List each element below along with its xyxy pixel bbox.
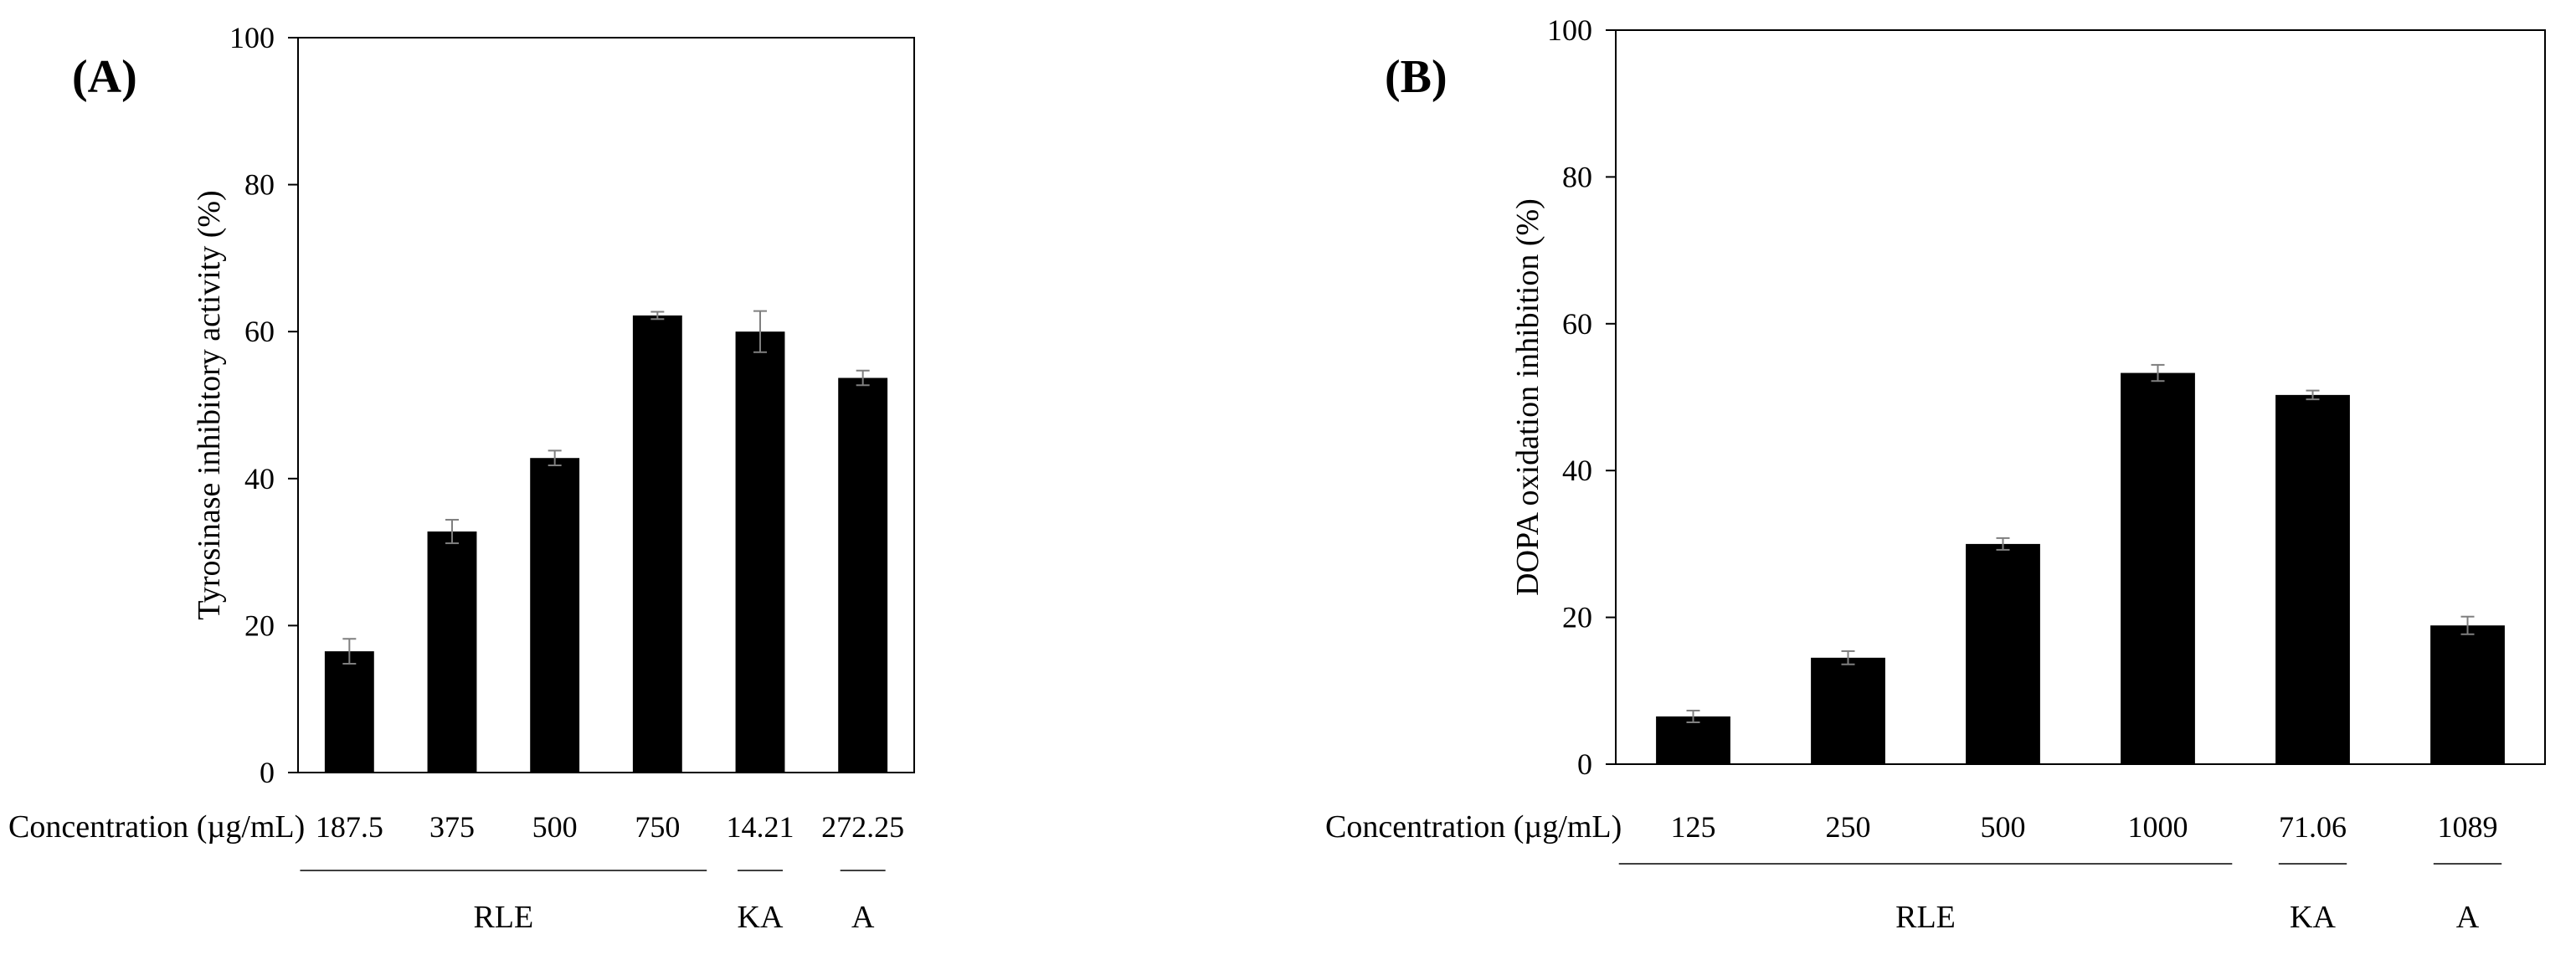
panel-b-x-axis-label: Concentration (µg/mL) xyxy=(1325,809,1622,845)
group-label: KA xyxy=(738,900,784,935)
bar xyxy=(632,315,682,773)
error-bar xyxy=(1841,650,1855,665)
bar xyxy=(735,331,785,773)
category-label: 1089 xyxy=(2438,810,2498,844)
bar xyxy=(1966,543,2040,764)
bar xyxy=(1811,657,1885,764)
bar xyxy=(427,531,477,773)
y-tick-label: 40 xyxy=(1562,454,1592,487)
bar xyxy=(324,651,374,773)
bar xyxy=(1656,716,1730,764)
category-label: 250 xyxy=(1826,810,1871,844)
category-label: 750 xyxy=(635,810,680,844)
error-bar xyxy=(856,369,870,387)
bar xyxy=(2430,625,2505,764)
error-bar xyxy=(1996,537,2010,551)
category-label: 187.5 xyxy=(316,810,383,844)
panel-a-y-axis-label: Tyrosinase inhibitory activity (%) xyxy=(192,190,227,619)
bar xyxy=(2121,372,2195,764)
category-label: 1000 xyxy=(2128,810,2188,844)
error-bar xyxy=(1686,709,1700,724)
error-bar xyxy=(2306,389,2320,401)
y-tick-label: 80 xyxy=(244,168,275,202)
y-tick-label: 60 xyxy=(244,315,275,348)
panel-b-y-axis: 0 20 40 60 80 100 xyxy=(1547,13,1616,781)
panel-a-bars xyxy=(324,310,888,773)
error-bar xyxy=(650,311,665,321)
panel-a-plot-frame xyxy=(297,37,915,773)
category-label: 14.21 xyxy=(727,810,794,844)
y-tick-label: 20 xyxy=(1562,601,1592,634)
error-bar xyxy=(342,638,357,665)
error-bar xyxy=(753,310,767,353)
y-tick-label: 80 xyxy=(1562,160,1592,193)
panel-a-y-axis: 0 20 40 60 80 100 xyxy=(229,21,298,789)
category-label: 272.25 xyxy=(821,810,904,844)
category-label: 375 xyxy=(429,810,475,844)
bar xyxy=(530,458,580,773)
y-tick-label: 100 xyxy=(229,21,275,54)
panel-a-x-axis-label: Concentration (µg/mL) xyxy=(8,809,305,845)
panel-a-label: (A) xyxy=(72,51,137,103)
panel-b-label: (B) xyxy=(1385,51,1447,103)
error-bar xyxy=(2460,615,2475,635)
panel-a: (A) 0 20 40 60 80 100 Tyrosinase inhibitory a… xyxy=(8,21,915,935)
error-bar xyxy=(445,518,459,545)
y-tick-label: 0 xyxy=(1577,747,1592,781)
panel-a-category-labels: 187.5 375 500 750 14.21 272.25 xyxy=(316,810,904,844)
group-label: RLE xyxy=(473,900,533,935)
panel-b-category-labels: 125 250 500 1000 71.06 1089 xyxy=(1671,810,2498,844)
group-label: RLE xyxy=(1895,900,1956,935)
panel-b-plot-frame xyxy=(1615,29,2546,765)
bar xyxy=(2275,394,2350,764)
category-label: 71.06 xyxy=(2279,810,2347,844)
panel-b-group-labels: RLE KA A xyxy=(1618,863,2502,935)
group-label: KA xyxy=(2290,900,2336,935)
category-label: 125 xyxy=(1671,810,1716,844)
y-tick-label: 100 xyxy=(1547,13,1592,47)
group-label: A xyxy=(2456,900,2480,935)
panel-b-bars xyxy=(1656,363,2505,764)
panel-a-group-labels: RLE KA A xyxy=(300,870,886,935)
y-tick-label: 20 xyxy=(244,608,275,642)
category-label: 500 xyxy=(532,810,578,844)
y-tick-label: 60 xyxy=(1562,307,1592,341)
panel-b-y-axis-label: DOPA oxidation inhibition (%) xyxy=(1510,198,1545,596)
error-bar xyxy=(2151,363,2165,383)
category-label: 500 xyxy=(1981,810,2026,844)
panel-b: (B) 0 20 40 60 80 100 DOPA oxidation inhibiti… xyxy=(1325,13,2546,935)
y-tick-label: 40 xyxy=(244,462,275,495)
y-tick-label: 0 xyxy=(260,756,275,789)
error-bar xyxy=(548,449,562,466)
bar xyxy=(838,377,888,773)
group-label: A xyxy=(851,900,875,935)
